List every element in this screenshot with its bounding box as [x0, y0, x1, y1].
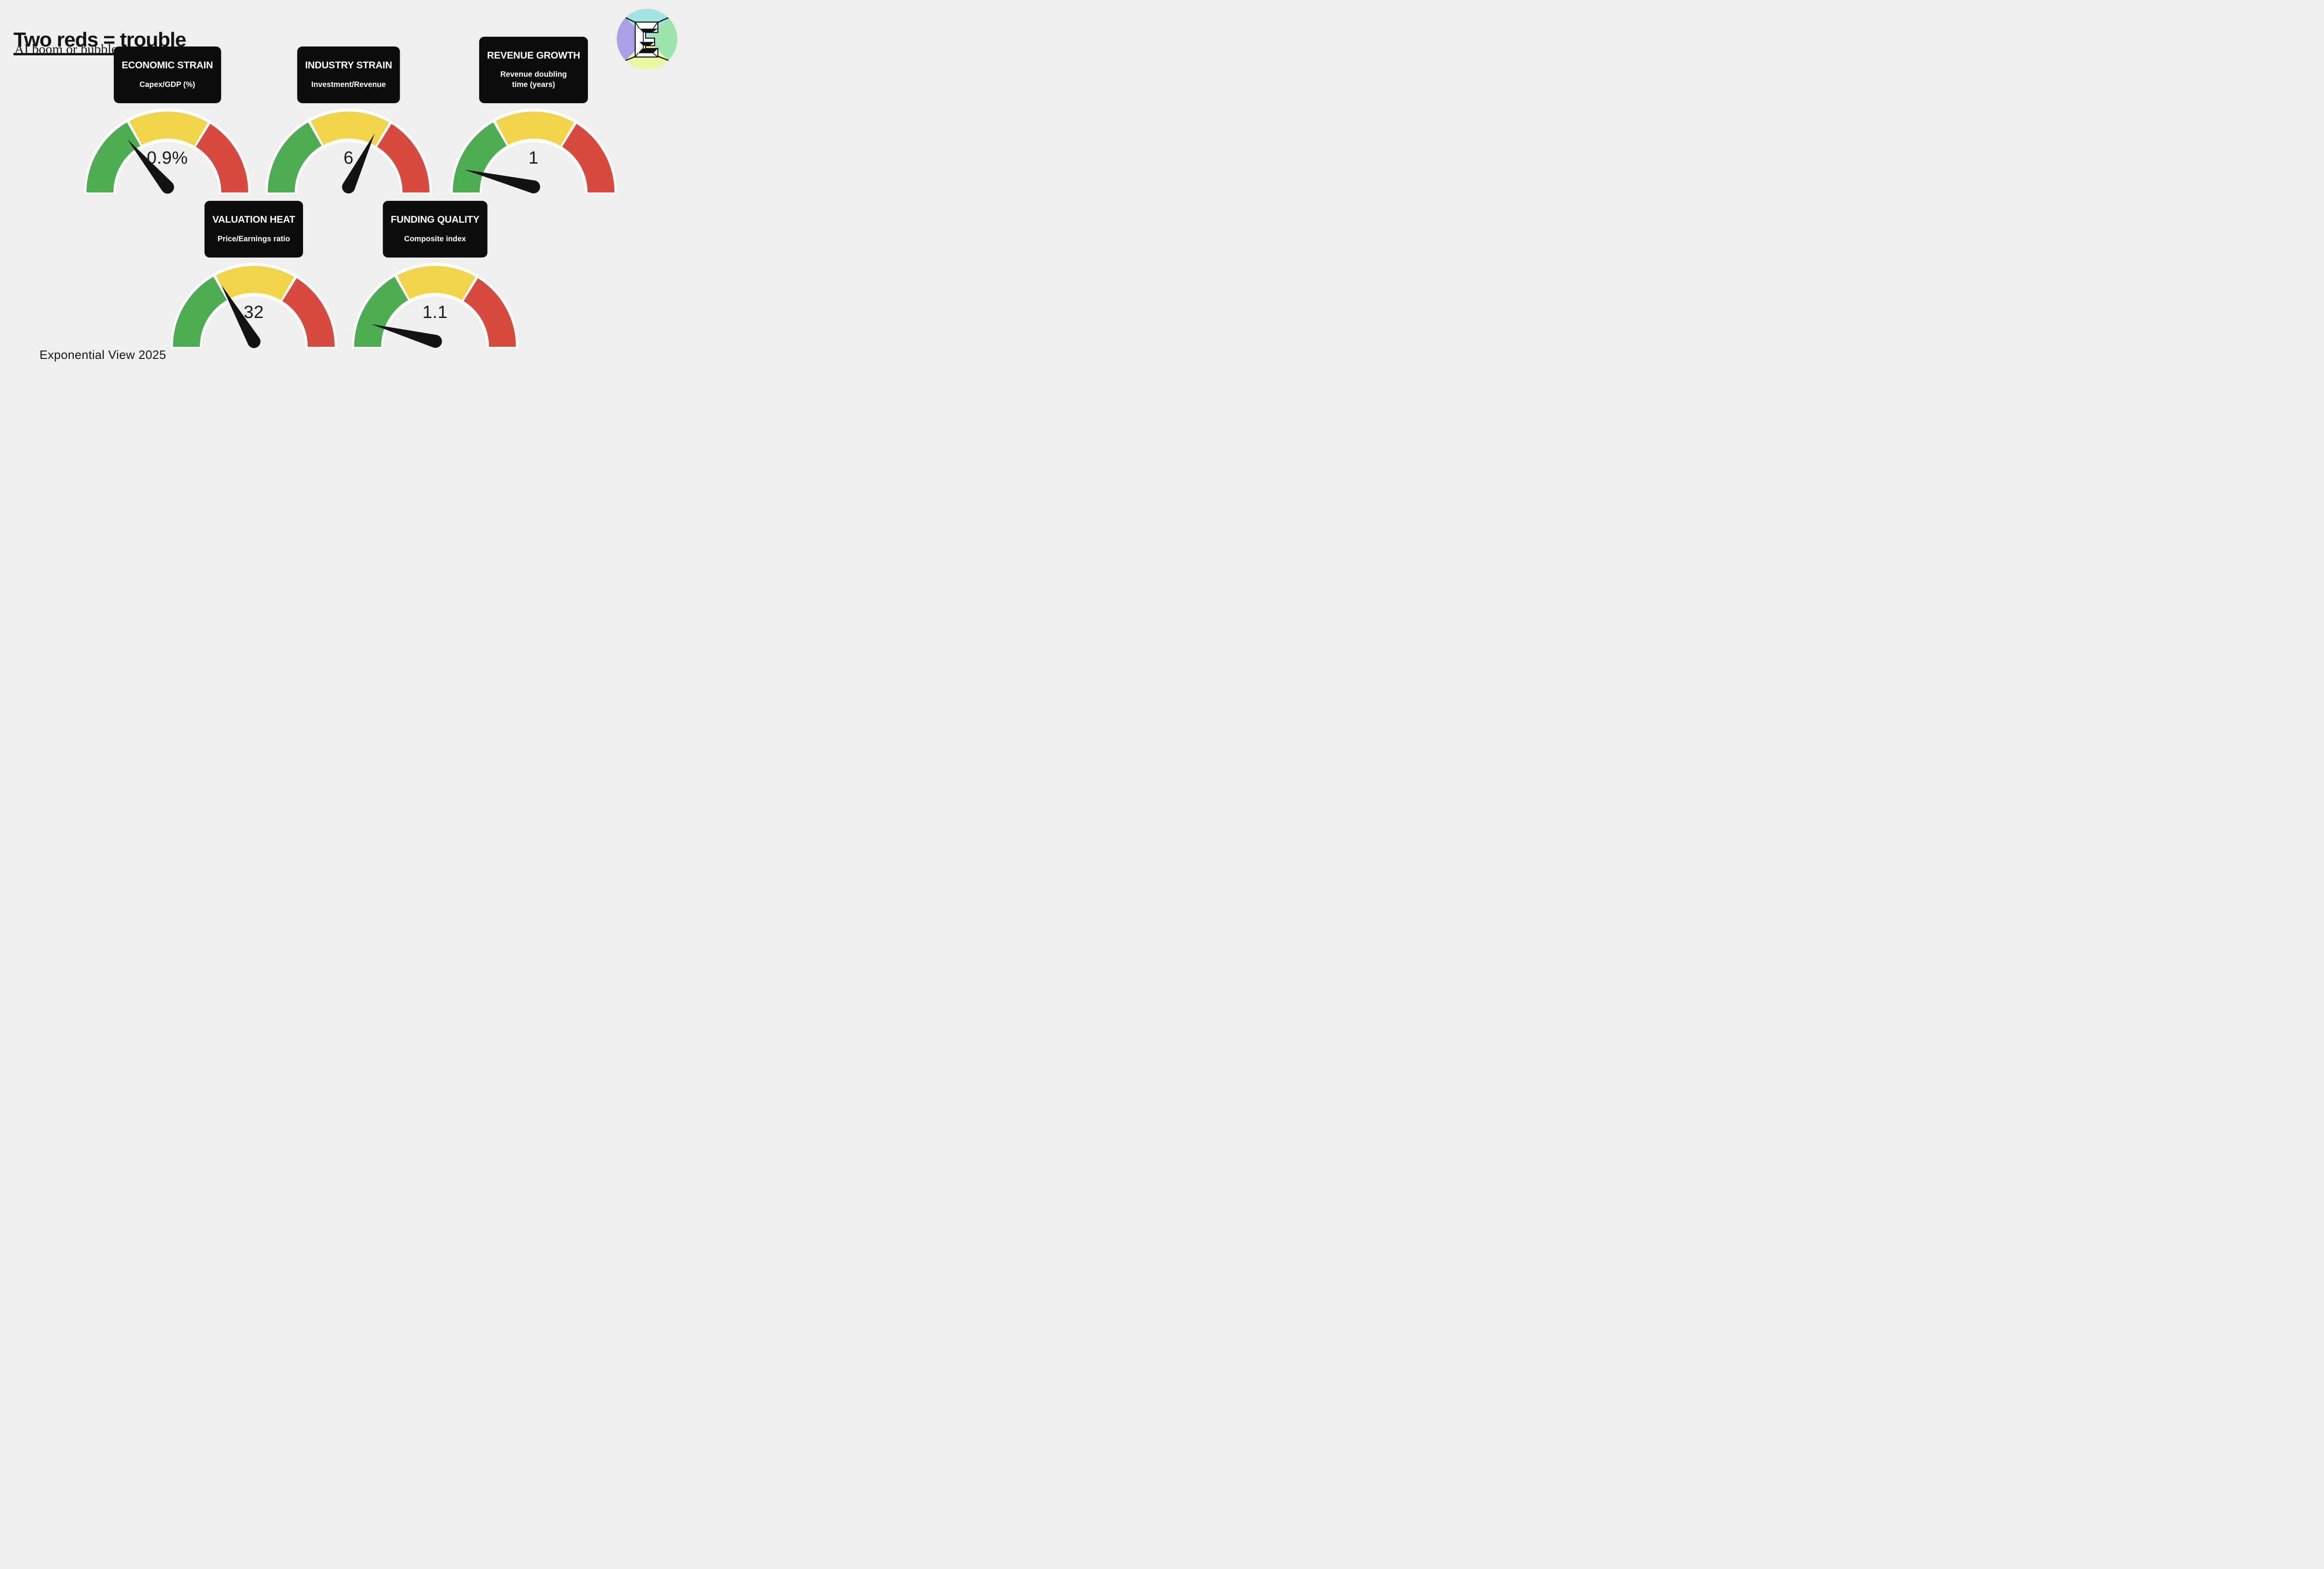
- gauge-value: 1: [528, 148, 539, 168]
- gauge-label-box: REVENUE GROWTH Revenue doubling time (ye…: [479, 36, 588, 103]
- gauge-title: REVENUE GROWTH: [487, 50, 581, 61]
- logo-sector-right: [647, 18, 678, 60]
- gauge-dial: [171, 263, 337, 349]
- gauge-label-box: FUNDING QUALITY Composite index: [383, 201, 488, 258]
- gauge-subtitle: Composite index: [404, 234, 466, 243]
- gauge-title: ECONOMIC STRAIN: [121, 60, 213, 71]
- gauge-value: 1.1: [422, 303, 448, 322]
- gauge-label-box: INDUSTRY STRAIN Investment/Revenue: [297, 46, 400, 103]
- gauge-dial: [265, 108, 432, 195]
- logo-sector-left: [616, 18, 647, 60]
- gauge-valuation-heat: VALUATION HEAT Price/Earnings ratio 32: [169, 201, 338, 351]
- gauge-value: 6: [343, 148, 354, 168]
- gauge-value: 32: [244, 303, 264, 322]
- gauge-industry-strain: INDUSTRY STRAIN Investment/Revenue 6: [264, 46, 433, 196]
- gauge-economic-strain: ECONOMIC STRAIN Capex/GDP (%) 0.9%: [83, 46, 252, 196]
- gauge-subtitle: Price/Earnings ratio: [218, 234, 290, 243]
- gauge-title: VALUATION HEAT: [212, 214, 296, 225]
- gauge-label-box: VALUATION HEAT Price/Earnings ratio: [204, 201, 304, 258]
- gauge-subtitle: Capex/GDP (%): [139, 80, 195, 89]
- footer-credit: Exponential View 2025: [40, 348, 166, 362]
- gauge-revenue-growth: REVENUE GROWTH Revenue doubling time (ye…: [449, 36, 618, 196]
- logo-letter-e: [634, 21, 659, 58]
- gauge-title: INDUSTRY STRAIN: [305, 60, 392, 71]
- gauge-title: FUNDING QUALITY: [390, 214, 480, 225]
- gauge-dial: [352, 263, 518, 349]
- dashboard-canvas: Two reds = trouble AI boom or bubble pan…: [0, 0, 697, 392]
- gauge-dial: [450, 108, 617, 195]
- gauge-label-box: ECONOMIC STRAIN Capex/GDP (%): [113, 46, 221, 103]
- gauge-subtitle: Revenue doubling time (years): [500, 70, 567, 89]
- gauge-dial: [84, 108, 251, 195]
- gauge-subtitle: Investment/Revenue: [311, 80, 386, 89]
- gauge-funding-quality: FUNDING QUALITY Composite index 1.1: [350, 201, 520, 351]
- gauge-value: 0.9%: [146, 148, 188, 168]
- exponential-view-logo: [616, 8, 678, 70]
